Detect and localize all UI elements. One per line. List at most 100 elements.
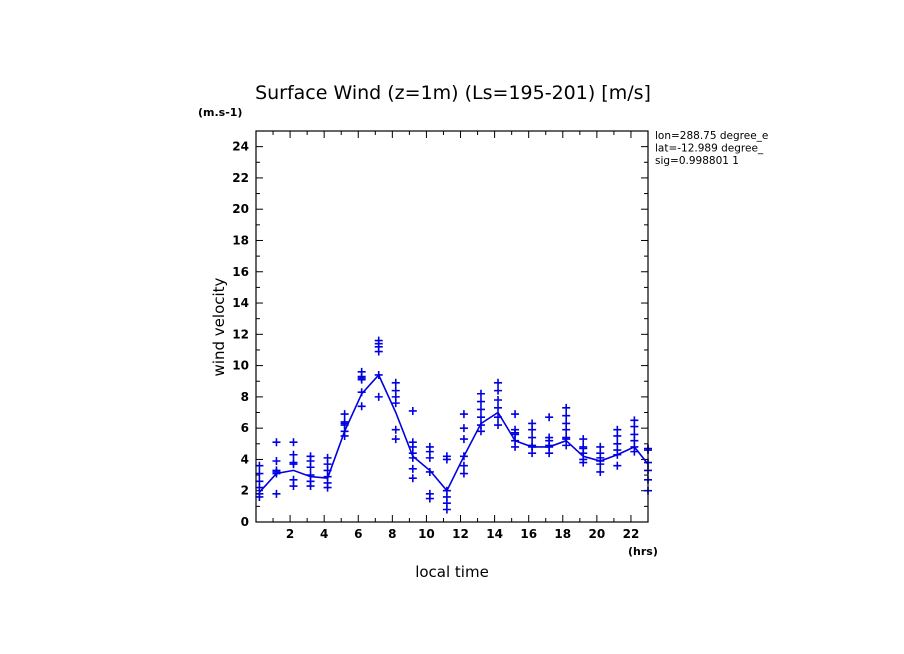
data-point-marker [494, 378, 503, 387]
data-point-marker [476, 397, 485, 406]
data-point-marker [476, 405, 485, 414]
x-axis-label: local time [415, 563, 489, 581]
x-tick-label: 14 [486, 527, 503, 541]
data-point-marker [374, 336, 383, 345]
data-point-marker [545, 433, 554, 442]
data-point-marker [579, 442, 588, 451]
data-point-marker [272, 489, 281, 498]
x-units-label: (hrs) [628, 545, 658, 558]
y-tick-label: 18 [232, 233, 249, 247]
data-point-marker [459, 469, 468, 478]
data-point-marker [374, 370, 383, 379]
data-point-marker [459, 410, 468, 419]
data-point-marker [562, 419, 571, 428]
data-point-marker [459, 461, 468, 470]
data-point-marker [613, 461, 622, 470]
plot-area [255, 336, 652, 514]
y-units-label: (m.s-1) [198, 106, 242, 119]
y-tick-label: 4 [241, 452, 249, 466]
plot-frame [255, 130, 649, 523]
data-point-marker [425, 442, 434, 451]
data-point-marker [579, 435, 588, 444]
data-point-marker [528, 433, 537, 442]
data-point-marker [596, 442, 605, 451]
data-point-marker [511, 425, 520, 434]
data-point-marker [408, 474, 417, 483]
data-point-marker [323, 453, 332, 462]
y-tick-label: 16 [232, 265, 249, 279]
data-point-marker [391, 378, 400, 387]
data-point-marker [272, 457, 281, 466]
data-point-marker [459, 452, 468, 461]
data-point-marker [442, 452, 451, 461]
data-point-marker [459, 435, 468, 444]
data-point-marker [476, 421, 485, 430]
info-line: lat=-12.989 degree_ [655, 143, 764, 155]
data-point-marker [528, 419, 537, 428]
data-point-marker [494, 386, 503, 395]
data-point-marker [425, 467, 434, 476]
data-point-marker [425, 489, 434, 498]
x-tick-label: 10 [418, 527, 435, 541]
data-point-marker [494, 403, 503, 412]
data-point-marker [528, 441, 537, 450]
x-tick-labels: 2 4 6 8 10 12 14 16 18 20 22 [286, 527, 639, 541]
chart-title: Surface Wind (z=1m) (Ls=195-201) [m/s] [255, 82, 651, 104]
y-tick-label: 12 [232, 327, 249, 341]
data-point-marker [562, 403, 571, 412]
data-point-marker [391, 435, 400, 444]
data-point-marker [511, 410, 520, 419]
x-tick-label: 8 [388, 527, 396, 541]
data-point-marker [255, 461, 264, 470]
data-point-marker [613, 439, 622, 448]
data-point-marker [289, 458, 298, 467]
data-point-marker [494, 413, 503, 422]
data-point-marker [374, 392, 383, 401]
data-point-marker [391, 386, 400, 395]
data-point-marker [494, 396, 503, 405]
data-point-marker [289, 438, 298, 447]
x-tick-label: 2 [286, 527, 294, 541]
data-point-marker [357, 388, 366, 397]
x-tick-label: 22 [623, 527, 640, 541]
data-point-marker [494, 421, 503, 430]
y-tick-label: 6 [241, 421, 249, 435]
data-point-marker [255, 469, 264, 478]
data-point-marker [340, 417, 349, 426]
y-axis-label: wind velocity [210, 277, 228, 376]
x-tick-label: 12 [452, 527, 469, 541]
axis-ticks [256, 131, 648, 522]
data-point-marker [545, 413, 554, 422]
data-point-marker [289, 450, 298, 459]
x-tick-label: 4 [320, 527, 328, 541]
y-tick-label: 22 [232, 171, 249, 185]
data-point-marker [630, 416, 639, 425]
data-point-marker [562, 411, 571, 420]
data-point-marker [357, 367, 366, 376]
data-point-marker [272, 466, 281, 475]
data-point-marker [255, 477, 264, 486]
data-point-marker [391, 425, 400, 434]
data-point-marker [476, 413, 485, 422]
data-point-marker [408, 438, 417, 447]
data-point-marker [357, 402, 366, 411]
y-tick-label: 10 [232, 359, 249, 373]
data-point-marker [442, 486, 451, 495]
info-line: sig=0.998801 1 [655, 155, 739, 167]
y-tick-label: 2 [241, 484, 249, 498]
data-point-marker [562, 433, 571, 442]
x-tick-label: 20 [589, 527, 606, 541]
x-tick-label: 18 [554, 527, 571, 541]
mean-wind-line [258, 373, 649, 493]
data-point-marker [408, 464, 417, 473]
y-tick-label: 20 [232, 202, 249, 216]
y-tick-label: 8 [241, 390, 249, 404]
data-point-marker [408, 406, 417, 415]
y-tick-label: 14 [232, 296, 249, 310]
data-point-marker [306, 471, 315, 480]
x-tick-label: 16 [520, 527, 537, 541]
data-point-marker [340, 410, 349, 419]
data-point-marker [613, 425, 622, 434]
